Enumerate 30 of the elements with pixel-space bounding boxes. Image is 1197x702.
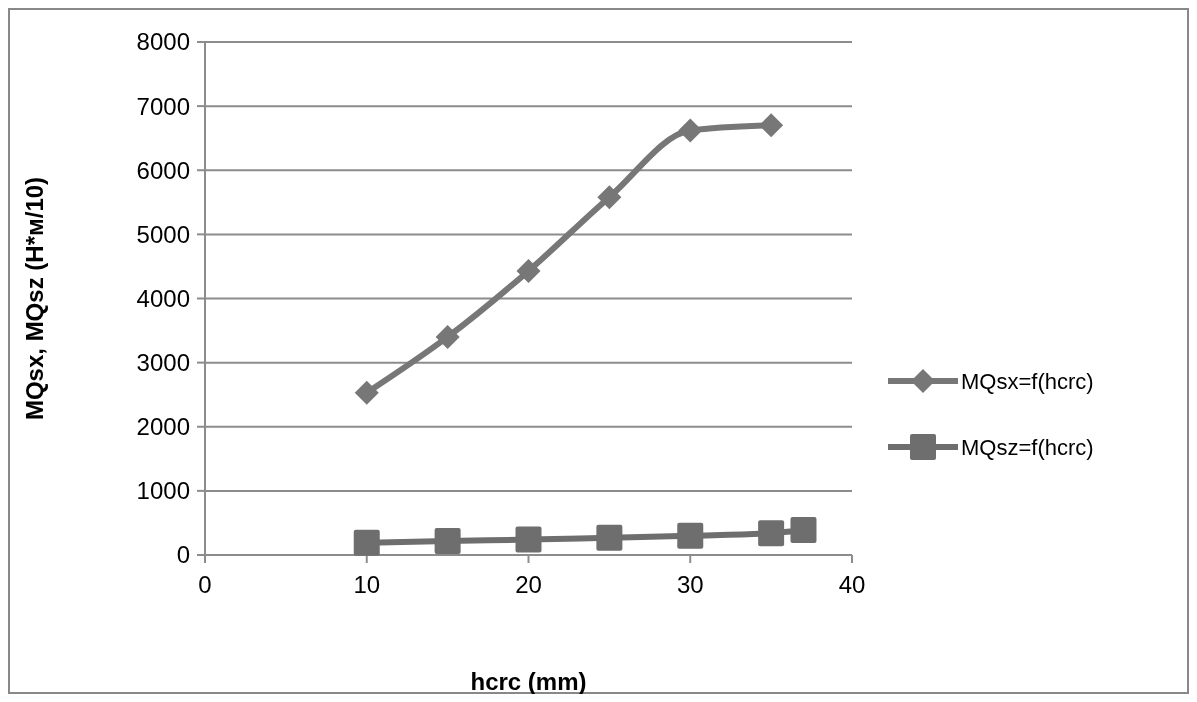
point	[678, 118, 703, 143]
y-axis-title: MQsx, MQsz (H*м/10)	[21, 176, 48, 421]
point	[434, 527, 461, 554]
legend-label: MQsx=f(hcrc)	[961, 368, 1094, 394]
x-tick-label: 30	[676, 571, 704, 598]
point	[597, 185, 622, 210]
point	[596, 524, 623, 551]
point	[790, 516, 817, 543]
y-tick-label: 0	[176, 541, 190, 569]
point	[516, 258, 541, 283]
y-tick-label: 7000	[136, 92, 190, 120]
point	[353, 529, 380, 556]
point	[515, 526, 542, 553]
point	[677, 522, 704, 549]
x-tick-label: 20	[515, 571, 542, 598]
point	[758, 520, 785, 547]
legend-label: MQsz=f(hcrc)	[961, 434, 1094, 460]
y-tick-label: 4000	[136, 284, 190, 312]
y-tick-label: 1000	[136, 477, 190, 505]
x-tick-label: 40	[838, 571, 866, 598]
y-tick-label: 5000	[136, 220, 190, 248]
point	[435, 324, 460, 349]
point	[759, 113, 784, 138]
point	[354, 380, 379, 405]
x-tick-label: 0	[198, 571, 212, 598]
y-tick-label: 6000	[136, 156, 190, 184]
y-tick-label: 8000	[136, 28, 190, 56]
x-tick-label: 10	[353, 571, 381, 598]
y-tick-label: 2000	[136, 413, 190, 441]
y-tick-label: 3000	[136, 349, 190, 377]
